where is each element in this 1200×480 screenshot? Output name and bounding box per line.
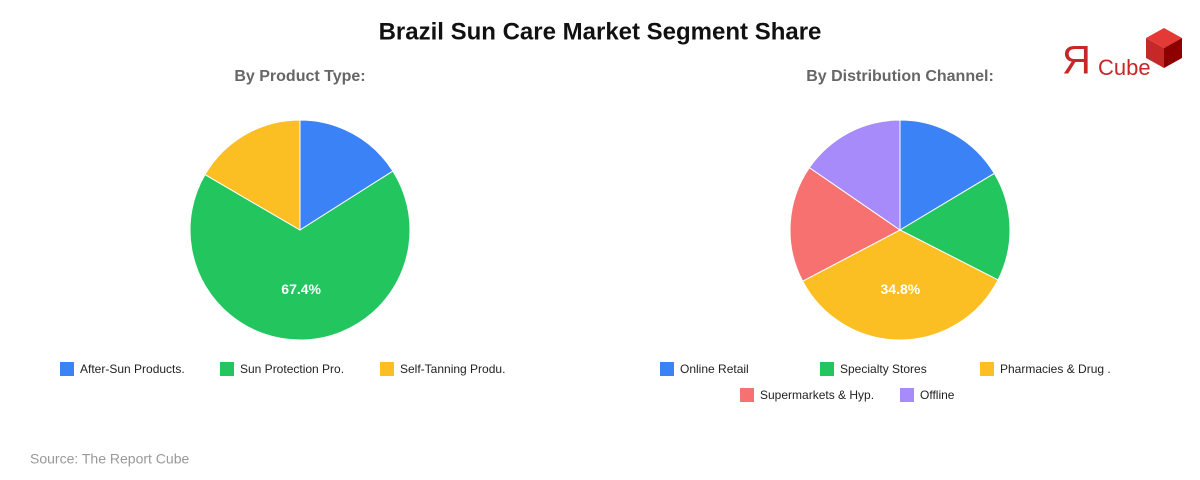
legend-swatch — [820, 362, 834, 376]
legend-swatch — [980, 362, 994, 376]
pie-slice — [899, 119, 996, 231]
logo-cube-left — [1146, 38, 1164, 68]
legend-label: Offline — [920, 388, 955, 402]
legend-swatch — [740, 388, 754, 402]
source: Source: The Report Cube — [30, 451, 189, 467]
pie-slice — [801, 229, 999, 341]
pie-slice — [189, 170, 411, 341]
legend-swatch — [660, 362, 674, 376]
legend-swatch — [380, 362, 394, 376]
legend-swatch — [900, 388, 914, 402]
pie-slice — [898, 172, 1011, 281]
data-label: 34.8% — [881, 281, 921, 297]
legend-label: Self-Tanning Produ. — [400, 362, 505, 376]
logo: Я Cube — [1062, 28, 1182, 83]
legend-label: Specialty Stores — [840, 362, 927, 376]
logo-text: Cube — [1098, 55, 1151, 80]
pie-slice — [204, 119, 301, 231]
legend-swatch — [220, 362, 234, 376]
logo-mark: Я — [1062, 39, 1091, 83]
logo-cube-right — [1164, 38, 1182, 68]
pie-slice — [299, 119, 394, 231]
pie-slice — [789, 166, 901, 282]
subtitle: By Product Type: — [234, 68, 365, 85]
legend-swatch — [60, 362, 74, 376]
legend-label: Supermarkets & Hyp. — [760, 388, 874, 402]
data-label: 67.4% — [281, 281, 321, 297]
legend-label: Online Retail — [680, 362, 749, 376]
legend-label: Sun Protection Pro. — [240, 362, 344, 376]
subtitle: By Distribution Channel: — [806, 68, 994, 85]
legend-label: After-Sun Products. — [80, 362, 185, 376]
title: Brazil Sun Care Market Segment Share — [379, 18, 822, 45]
legend-label: Pharmacies & Drug . — [1000, 362, 1111, 376]
pie-slice — [808, 119, 901, 231]
